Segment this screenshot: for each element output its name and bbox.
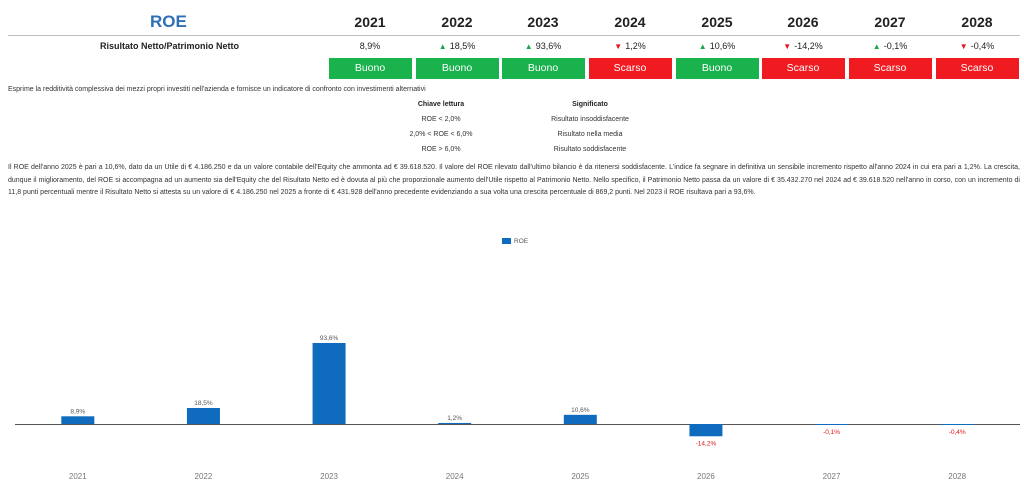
bar-2025	[563, 414, 597, 424]
bar-2026	[689, 424, 723, 437]
metric-value-text: 10,6%	[709, 41, 736, 51]
trend-down-icon: ▼	[783, 42, 792, 51]
year-header-2023: 2023	[527, 14, 559, 30]
data-label-2025: 10,6%	[571, 407, 590, 414]
trend-down-icon: ▼	[614, 42, 623, 51]
metric-value-2022: ▲ 18,5%	[414, 41, 500, 51]
rating-badge-2027: Scarso	[848, 58, 932, 79]
rating-badge-2028: Scarso	[935, 58, 1019, 79]
x-tick-label-2024: 2024	[446, 472, 464, 481]
metric-value-text: -14,2%	[794, 41, 823, 51]
x-tick-label-2028: 2028	[948, 472, 966, 481]
x-tick-label-2021: 2021	[69, 472, 87, 481]
year-header-2025: 2025	[701, 14, 733, 30]
rating-badge-2024: Scarso	[588, 58, 672, 79]
key-meaning: Risultato nella media	[557, 131, 623, 138]
trend-down-icon: ▼	[959, 42, 968, 51]
data-label-2027: -0,1%	[823, 429, 840, 436]
legend-label: ROE	[514, 238, 529, 245]
x-tick-label-2025: 2025	[571, 472, 589, 481]
metric-value-text: -0,1%	[883, 41, 908, 51]
rating-badge-2023: Buono	[501, 58, 585, 79]
description-text: Esprime la redditività complessiva dei m…	[8, 86, 426, 93]
x-tick-label-2026: 2026	[697, 472, 715, 481]
analysis-text: Il ROE dell'anno 2025 è pari a 10,6%, da…	[8, 164, 1020, 196]
metric-value-text: 1,2%	[625, 41, 646, 51]
year-header-2024: 2024	[614, 14, 646, 30]
metric-value-text: -0,4%	[970, 41, 995, 51]
year-header-2021: 2021	[354, 14, 386, 30]
key-range: ROE > 6,0%	[421, 146, 461, 153]
year-header-2022: 2022	[441, 14, 473, 30]
key-table-header-meaning: Significato	[572, 101, 608, 108]
rating-badge-2025: Buono	[675, 58, 759, 79]
bar-2021	[61, 416, 95, 424]
page-title: ROE	[150, 12, 187, 31]
metric-value-text: 18,5%	[449, 41, 476, 51]
metric-value-2023: ▲ 93,6%	[500, 41, 586, 51]
metric-value-2021: 8,9%	[327, 41, 413, 51]
bar-2024	[438, 422, 472, 424]
key-range: 2,0% < ROE < 6,0%	[409, 131, 473, 138]
header-divider	[8, 35, 1020, 36]
year-header-2028: 2028	[961, 14, 993, 30]
chart-legend: ROE	[502, 238, 528, 245]
key-range: ROE < 2,0%	[421, 116, 461, 123]
data-label-2026: -14,2%	[696, 440, 717, 447]
key-table-header-key: Chiave lettura	[417, 101, 465, 108]
legend-swatch	[502, 238, 511, 244]
data-label-2024: 1,2%	[447, 415, 462, 422]
key-meaning: Risultato insoddisfacente	[551, 116, 629, 123]
year-header-2026: 2026	[787, 14, 819, 30]
data-label-2021: 8,9%	[70, 408, 85, 415]
trend-up-icon: ▲	[872, 42, 881, 51]
x-tick-label-2022: 2022	[195, 472, 213, 481]
rating-badge-2022: Buono	[415, 58, 499, 79]
bar-2028	[940, 424, 974, 425]
data-label-2023: 93,6%	[320, 335, 339, 342]
key-meaning: Risultato soddisfacente	[553, 146, 627, 153]
metric-value-text: 93,6%	[535, 41, 562, 51]
bar-2027	[815, 424, 849, 425]
metric-value-2028: ▼ -0,4%	[934, 41, 1020, 51]
roe-bar-chart: 8,9% 2021 18,5% 2022 93,6% 2023 1,2% 2024 10,6% 2…	[15, 335, 1020, 481]
x-tick-label-2027: 2027	[823, 472, 841, 481]
metric-value-2025: ▲ 10,6%	[674, 41, 760, 51]
metric-label: Risultato Netto/Patrimonio Netto	[100, 41, 239, 51]
metric-value-2027: ▲ -0,1%	[847, 41, 933, 51]
year-header-2027: 2027	[874, 14, 906, 30]
metric-value-2026: ▼ -14,2%	[760, 41, 846, 51]
rating-badge-2026: Scarso	[761, 58, 845, 79]
metric-value-2024: ▼ 1,2%	[587, 41, 673, 51]
metric-value-text: 8,9%	[359, 41, 381, 51]
trend-up-icon: ▲	[438, 42, 447, 51]
x-tick-label-2023: 2023	[320, 472, 338, 481]
bar-2023	[312, 343, 346, 424]
bar-2022	[186, 407, 220, 424]
data-label-2028: -0,4%	[949, 429, 966, 436]
trend-up-icon: ▲	[524, 42, 533, 51]
rating-badge-2021: Buono	[328, 58, 412, 79]
trend-up-icon: ▲	[698, 42, 707, 51]
data-label-2022: 18,5%	[194, 400, 213, 407]
